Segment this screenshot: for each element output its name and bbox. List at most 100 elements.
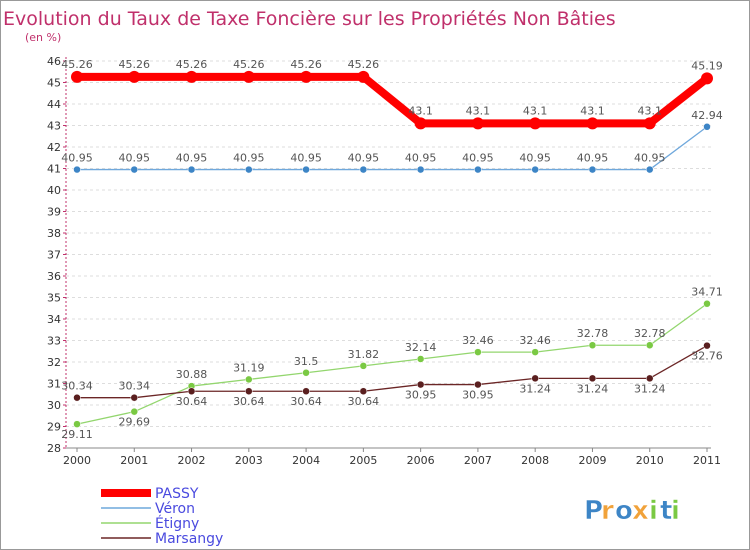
data-label: 32.78 [634, 327, 666, 340]
data-label: 30.95 [405, 389, 437, 402]
data-label: 40.95 [634, 152, 666, 165]
data-label: 43.1 [408, 104, 433, 117]
data-point-étigny [588, 341, 597, 349]
data-point-véron [416, 165, 425, 174]
data-point-marsangy [474, 380, 482, 389]
y-tick-label: 31 [47, 378, 61, 391]
data-point-véron [645, 165, 654, 174]
data-label: 40.95 [119, 152, 151, 165]
data-label: 30.34 [119, 380, 151, 393]
data-label: 43.1 [637, 104, 662, 117]
data-label: 32.14 [405, 341, 437, 354]
data-point-étigny [416, 355, 425, 363]
y-tick-label: 28 [47, 442, 61, 455]
grid [66, 60, 711, 449]
data-point-passy [414, 117, 427, 130]
proxiti-logo: Pr o x i ti [584, 496, 681, 527]
data-point-passy [701, 72, 713, 85]
data-point-étigny [130, 407, 139, 416]
data-point-étigny [645, 341, 654, 349]
y-tick-label: 41 [47, 163, 61, 176]
y-tick-label: 30 [47, 399, 61, 412]
data-label: 31.24 [577, 382, 609, 395]
data-label: 40.95 [348, 152, 380, 165]
data-point-véron [245, 165, 253, 174]
data-label: 40.95 [176, 152, 208, 165]
data-labels: 45.26 45.26 45.26 45.26 45.26 45.26 43.1 43.1 43… [61, 58, 723, 441]
x-tick-label: 2011 [693, 454, 721, 467]
data-label: 30.34 [61, 380, 93, 393]
data-label: 45.26 [348, 58, 380, 71]
x-tick-label: 2001 [120, 454, 148, 467]
y-tick-label: 39 [47, 206, 61, 219]
y-tick-label: 38 [47, 227, 61, 240]
data-label: 32.76 [691, 350, 723, 363]
data-label: 40.95 [577, 152, 609, 165]
data-point-marsangy [531, 374, 539, 383]
data-label: 30.88 [176, 368, 208, 381]
data-point-marsangy [416, 380, 425, 389]
x-tick-label: 2003 [235, 454, 263, 467]
data-point-véron [588, 165, 597, 174]
data-point-étigny [703, 299, 711, 308]
data-label: 30.64 [348, 395, 380, 408]
x-tick-label: 2010 [636, 454, 664, 467]
data-point-marsangy [245, 387, 253, 395]
series-line-passy [77, 72, 710, 128]
logo-letter: x [632, 496, 649, 526]
data-point-passy [185, 70, 198, 83]
data-label: 43.1 [580, 104, 605, 117]
data-label: 40.95 [233, 152, 265, 165]
data-point-étigny [359, 362, 368, 370]
data-label: 31.82 [348, 348, 380, 361]
data-label: 45.26 [61, 58, 93, 71]
x-tick-label: 2002 [178, 454, 206, 467]
logo-letter: i [671, 496, 680, 526]
y-tick-label: 33 [47, 335, 61, 348]
data-label: 45.19 [691, 59, 723, 72]
series-line-véron [77, 126, 708, 171]
data-label: 40.95 [519, 152, 551, 165]
data-point-marsangy [302, 387, 310, 395]
data-point-véron [531, 165, 539, 174]
logo-letter: t [660, 496, 672, 526]
data-point-véron [73, 165, 81, 174]
data-point-véron [302, 165, 310, 174]
y-tick-label: 46 [47, 55, 61, 68]
legend-label-passy: PASSY [155, 486, 199, 502]
y-tick-label: 37 [47, 249, 61, 262]
data-point-passy [71, 70, 83, 83]
data-point-marsangy [359, 387, 368, 395]
data-label: 31.19 [233, 361, 265, 374]
legend-label-étigny: Étigny [155, 515, 199, 532]
data-label: 43.1 [466, 104, 491, 117]
x-tick-label: 2006 [407, 454, 435, 467]
data-point-marsangy [130, 393, 139, 402]
x-tick-label: 2008 [521, 454, 549, 467]
data-point-véron [130, 165, 139, 174]
data-point-passy [128, 70, 141, 83]
data-point-passy [471, 117, 484, 130]
legend-label-véron: Véron [155, 501, 195, 517]
x-tick-label: 2007 [464, 454, 492, 467]
data-point-passy [643, 117, 656, 130]
data-point-véron [474, 165, 482, 174]
y-tick-label: 44 [47, 98, 61, 111]
y-tick-label: 35 [47, 292, 61, 305]
data-label: 40.95 [290, 152, 322, 165]
series [71, 70, 713, 428]
data-label: 45.26 [290, 58, 322, 71]
chart-subtitle: (en %) [25, 31, 61, 44]
x-tick-label: 2005 [349, 454, 377, 467]
data-label: 45.26 [176, 58, 208, 71]
data-label: 32.46 [519, 334, 551, 347]
data-point-étigny [474, 348, 482, 356]
data-point-marsangy [588, 374, 597, 383]
legend-label-marsangy: Marsangy [155, 531, 223, 547]
axes: 28 29 30 31 32 33 34 35 36 37 38 39 40 41 42 43 44 45 46 20… [47, 55, 721, 467]
y-tick-label: 29 [47, 421, 61, 434]
data-label: 31.24 [634, 382, 666, 395]
y-tick-label: 43 [47, 120, 61, 133]
